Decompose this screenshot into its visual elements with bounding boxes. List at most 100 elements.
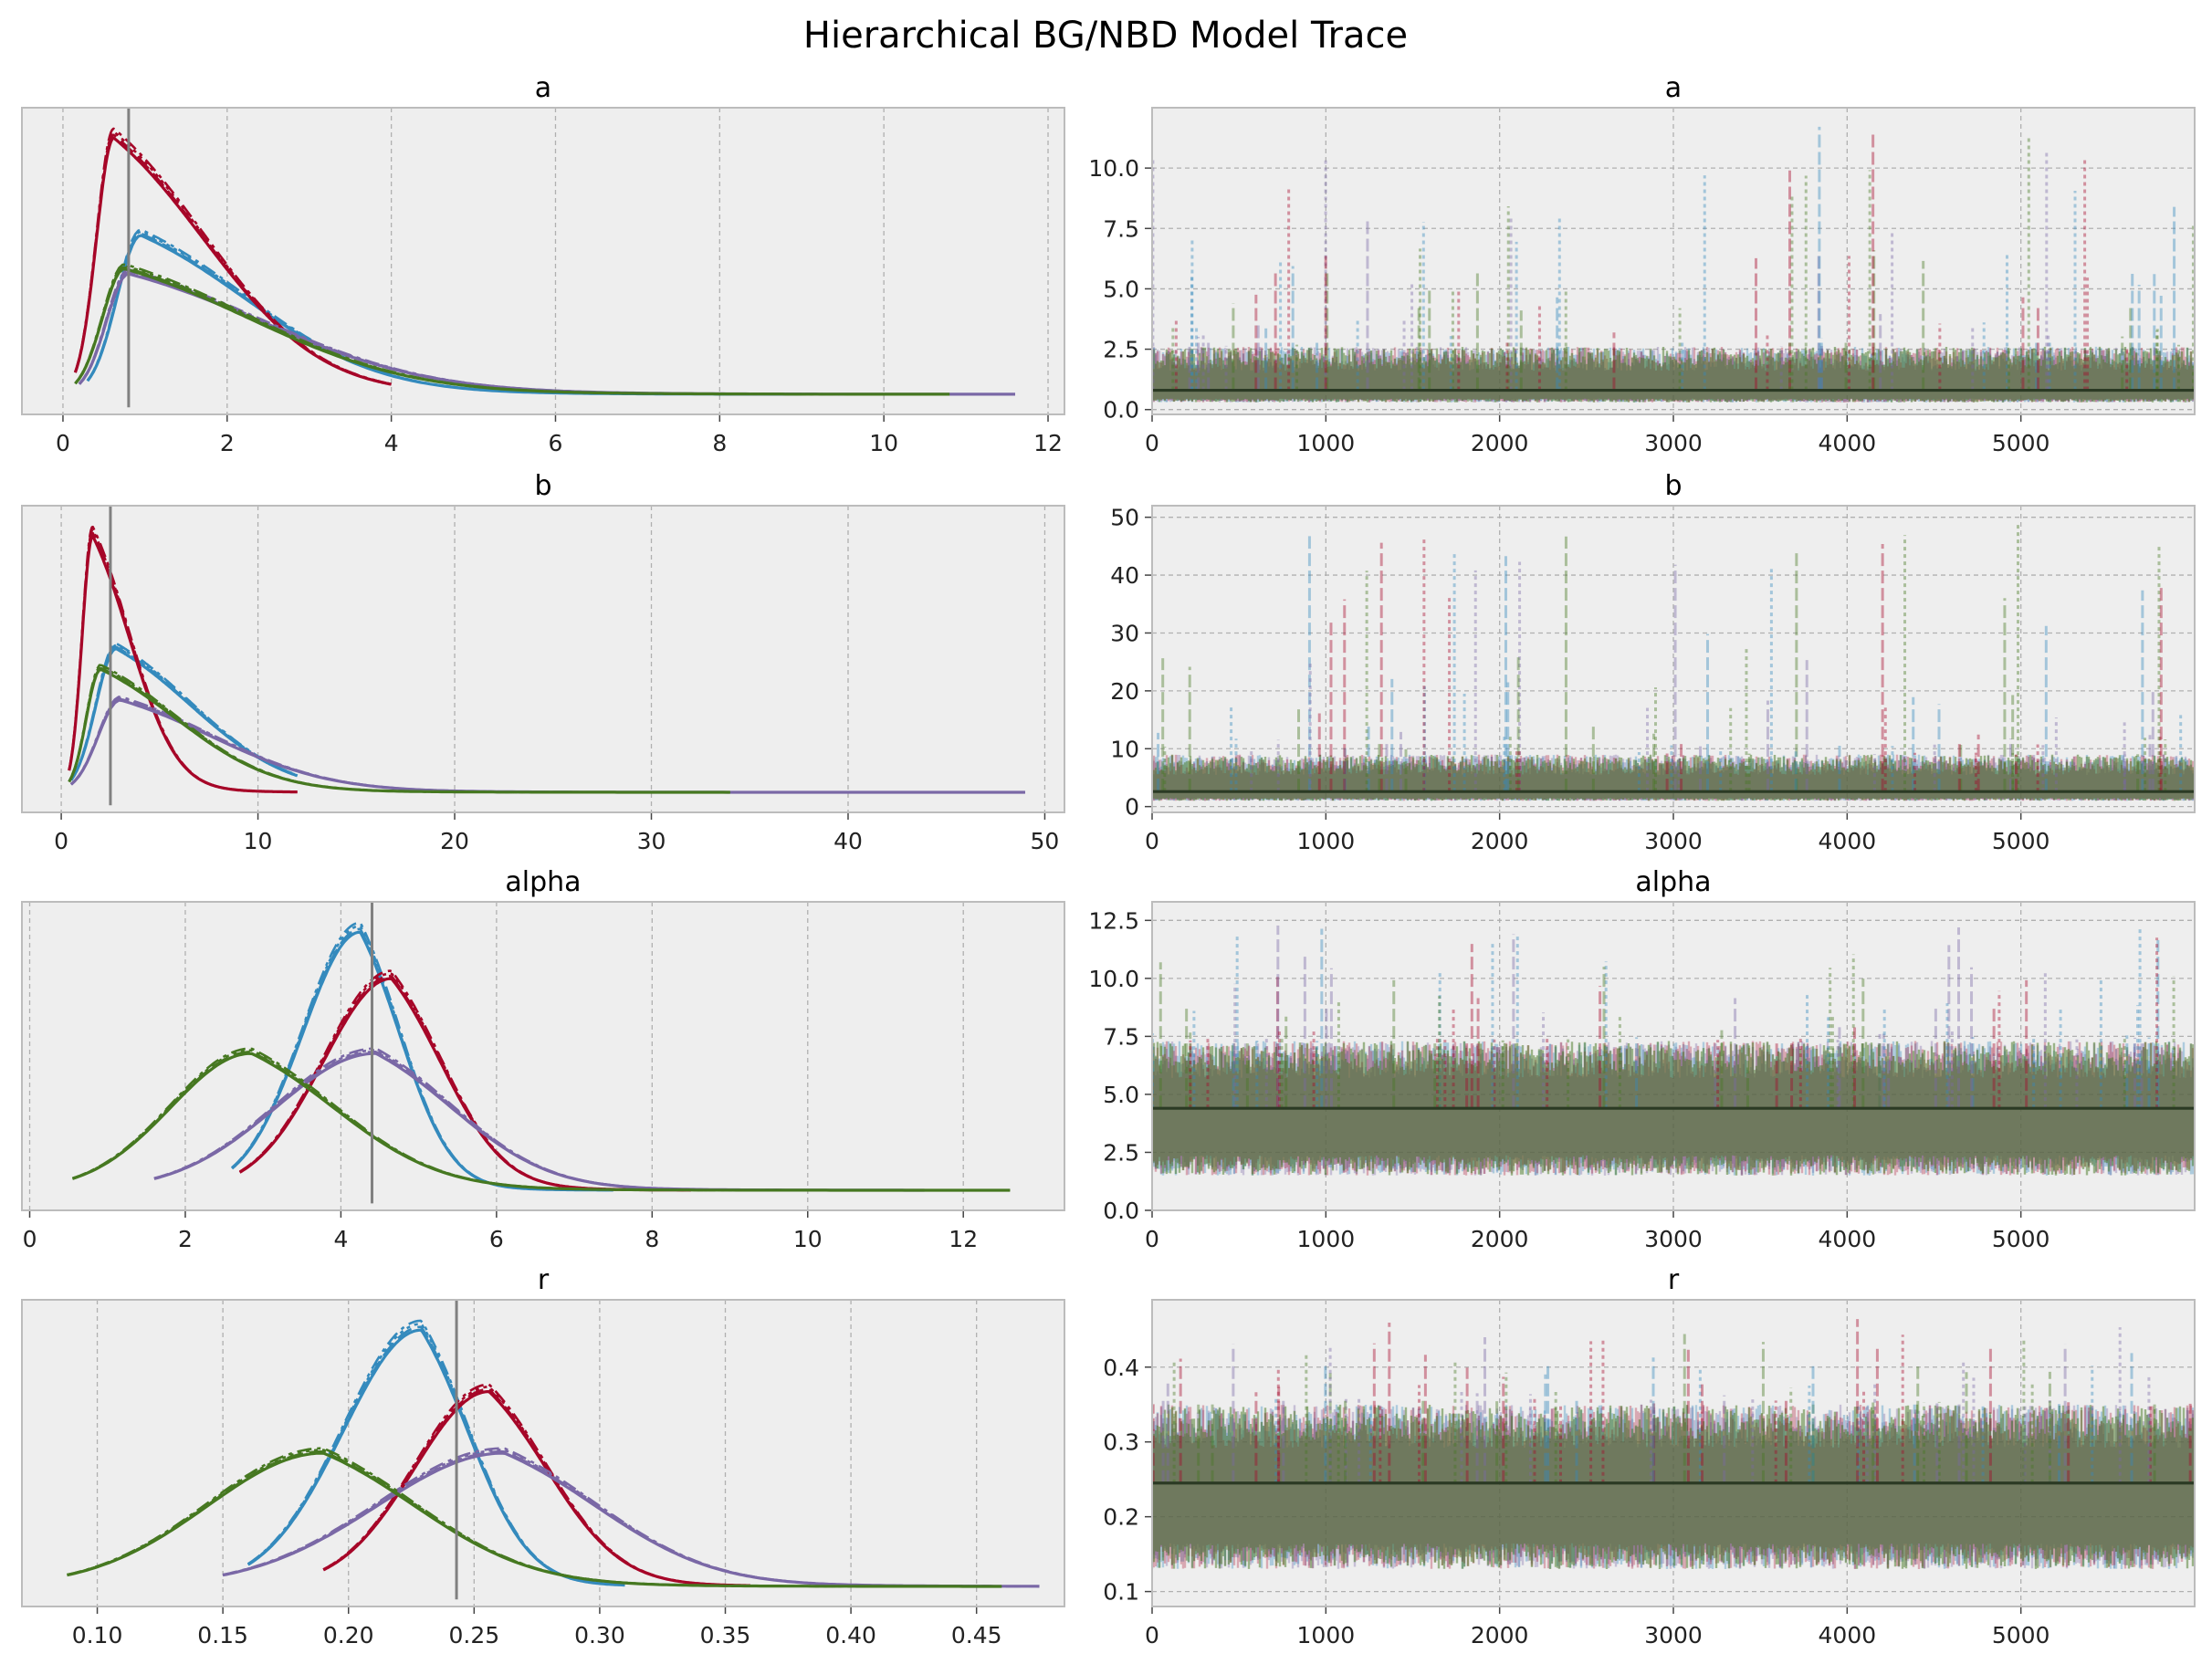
kde-a-plot-area	[62, 108, 1049, 414]
kde-alpha-xtick-label: 4	[333, 1226, 348, 1252]
kde-alpha-title: alpha	[505, 866, 581, 898]
trace-alpha-panel: alpha 0 1000 2000 3000 4000 5000 0.0 2.5 5.0 7.5 10…	[1088, 866, 2196, 1252]
kde-b-kde-line	[68, 664, 730, 794]
kde-r-xtick-label: 0.45	[951, 1622, 1002, 1648]
trace-a-ytick-label: 7.5	[1103, 215, 1139, 242]
kde-alpha-background	[22, 902, 1064, 1210]
trace-b-plot-area	[1152, 506, 2195, 812]
kde-a-title: a	[535, 72, 551, 104]
kde-r-xtick-label: 0.35	[700, 1622, 751, 1648]
kde-alpha-kde-line	[71, 1049, 1011, 1192]
trace-a-xtick-label: 5000	[1992, 430, 2050, 456]
kde-r-xtick-label: 0.30	[574, 1622, 625, 1648]
trace-a-title: a	[1665, 72, 1682, 104]
kde-b-background	[22, 506, 1064, 812]
kde-b-xtick-label: 50	[1031, 828, 1060, 854]
trace-a-xtick-label: 3000	[1644, 430, 1703, 456]
trace-r-xtick-label: 1000	[1297, 1622, 1356, 1648]
trace-a-ytick-label: 2.5	[1103, 337, 1139, 363]
trace-a-xtick-label: 1000	[1297, 430, 1356, 456]
kde-alpha-kde-line	[231, 921, 613, 1192]
kde-b-xtick-label: 40	[833, 828, 863, 854]
trace-b-title: b	[1664, 470, 1682, 502]
kde-a-kde-line	[86, 228, 802, 396]
kde-alpha-xtick-label: 8	[645, 1226, 659, 1252]
kde-alpha-plot-area	[28, 902, 1011, 1210]
trace-alpha-ytick-label: 10.0	[1088, 966, 1139, 992]
trace-b-panel: b 0 1000 2000 3000 4000 5000 0 10 20 30 40 50	[1110, 470, 2196, 854]
trace-b-xtick-label: 1000	[1297, 828, 1356, 854]
trace-r-xtick-label: 3000	[1644, 1622, 1703, 1648]
kde-a-kde-line	[74, 263, 950, 396]
kde-b-title: b	[534, 470, 551, 502]
trace-b-ytick-label: 20	[1110, 678, 1139, 705]
trace-r-xtick-label: 0	[1145, 1622, 1159, 1648]
trace-b-xtick-label: 4000	[1819, 828, 1877, 854]
kde-a-xtick-label: 6	[549, 430, 563, 456]
trace-a-xtick-label: 0	[1145, 430, 1159, 456]
kde-r-xtick-label: 0.25	[448, 1622, 499, 1648]
kde-b-plot-area	[60, 506, 1046, 812]
kde-b-xtick-label: 10	[244, 828, 273, 854]
kde-r-background	[22, 1300, 1064, 1606]
kde-b-kde-line	[68, 525, 298, 793]
trace-b-ytick-label: 30	[1110, 620, 1139, 646]
trace-alpha-ytick-label: 12.5	[1088, 907, 1139, 934]
trace-b-ytick-label: 50	[1110, 505, 1139, 531]
kde-r-frame	[21, 1299, 1065, 1607]
kde-alpha-xtick-label: 0	[23, 1226, 37, 1252]
trace-alpha-xtick-label: 3000	[1644, 1226, 1703, 1252]
trace-b-ytick-label: 0	[1125, 794, 1139, 821]
trace-r-trace-chain	[1152, 1404, 2195, 1569]
trace-a-ytick-label: 5.0	[1103, 276, 1139, 302]
kde-a-background	[22, 108, 1064, 414]
trace-b-xtick-label: 2000	[1471, 828, 1529, 854]
trace-a-ytick-label: 10.0	[1088, 155, 1139, 182]
kde-alpha-frame	[21, 901, 1065, 1211]
trace-alpha-title: alpha	[1635, 866, 1711, 898]
trace-alpha-xtick-label: 2000	[1471, 1226, 1529, 1252]
kde-a-xtick-label: 10	[869, 430, 898, 456]
trace-r-ytick-label: 0.2	[1103, 1504, 1139, 1531]
kde-b-xtick-label: 0	[54, 828, 68, 854]
kde-b-kde-line	[70, 697, 1025, 794]
trace-b-xtick-label: 5000	[1992, 828, 2050, 854]
trace-alpha-frame	[1151, 901, 2196, 1211]
trace-alpha-ytick-label: 5.0	[1103, 1082, 1139, 1108]
kde-r-xtick-label: 0.15	[197, 1622, 248, 1648]
kde-a-xtick-label: 12	[1033, 430, 1063, 456]
trace-a-trace-chain	[1152, 346, 2195, 403]
kde-alpha-kde-line	[153, 1049, 925, 1192]
trace-a-xtick-label: 2000	[1471, 430, 1529, 456]
trace-a-frame	[1151, 107, 2196, 415]
kde-alpha-xtick-label: 10	[793, 1226, 823, 1252]
kde-a-xtick-label: 8	[712, 430, 727, 456]
kde-r-panel: r 0.10 0.15 0.20 0.25 0.30 0.35 0.40 0.45	[21, 1264, 1065, 1648]
trace-b-ytick-label: 10	[1110, 736, 1139, 762]
trace-alpha-plot-area	[1152, 902, 2195, 1210]
kde-alpha-xtick-label: 6	[489, 1226, 504, 1252]
kde-a-xtick-label: 0	[56, 430, 70, 456]
trace-b-trace-chain	[1152, 754, 2195, 801]
trace-r-frame	[1151, 1299, 2196, 1607]
trace-r-plot-area	[1152, 1300, 2195, 1606]
kde-a-frame	[21, 107, 1065, 415]
trace-alpha-xtick-label: 4000	[1819, 1226, 1877, 1252]
kde-b-panel: b 0 10 20 30 40 50	[21, 470, 1065, 854]
trace-a-xtick-label: 4000	[1819, 430, 1877, 456]
trace-alpha-ytick-label: 7.5	[1103, 1023, 1139, 1050]
trace-r-ytick-label: 0.4	[1103, 1355, 1139, 1381]
trace-r-ytick-label: 0.3	[1103, 1429, 1139, 1456]
trace-r-xtick-label: 4000	[1819, 1622, 1877, 1648]
kde-r-kde-line	[322, 1383, 750, 1587]
trace-r-ytick-label: 0.1	[1103, 1579, 1139, 1606]
trace-r-title: r	[1668, 1264, 1680, 1296]
trace-alpha-ytick-label: 2.5	[1103, 1139, 1139, 1166]
kde-r-xtick-label: 0.20	[323, 1622, 374, 1648]
kde-a-panel: a 0 2 4 6 8 10 12	[21, 72, 1065, 456]
trace-b-xtick-label: 0	[1145, 828, 1159, 854]
kde-r-xtick-label: 0.40	[825, 1622, 876, 1648]
trace-a-panel: a 0 1000 2000 3000 4000 5000 0.0 2.5 5.0 7.5 10.0	[1088, 72, 2196, 456]
kde-r-xtick-label: 0.10	[72, 1622, 123, 1648]
